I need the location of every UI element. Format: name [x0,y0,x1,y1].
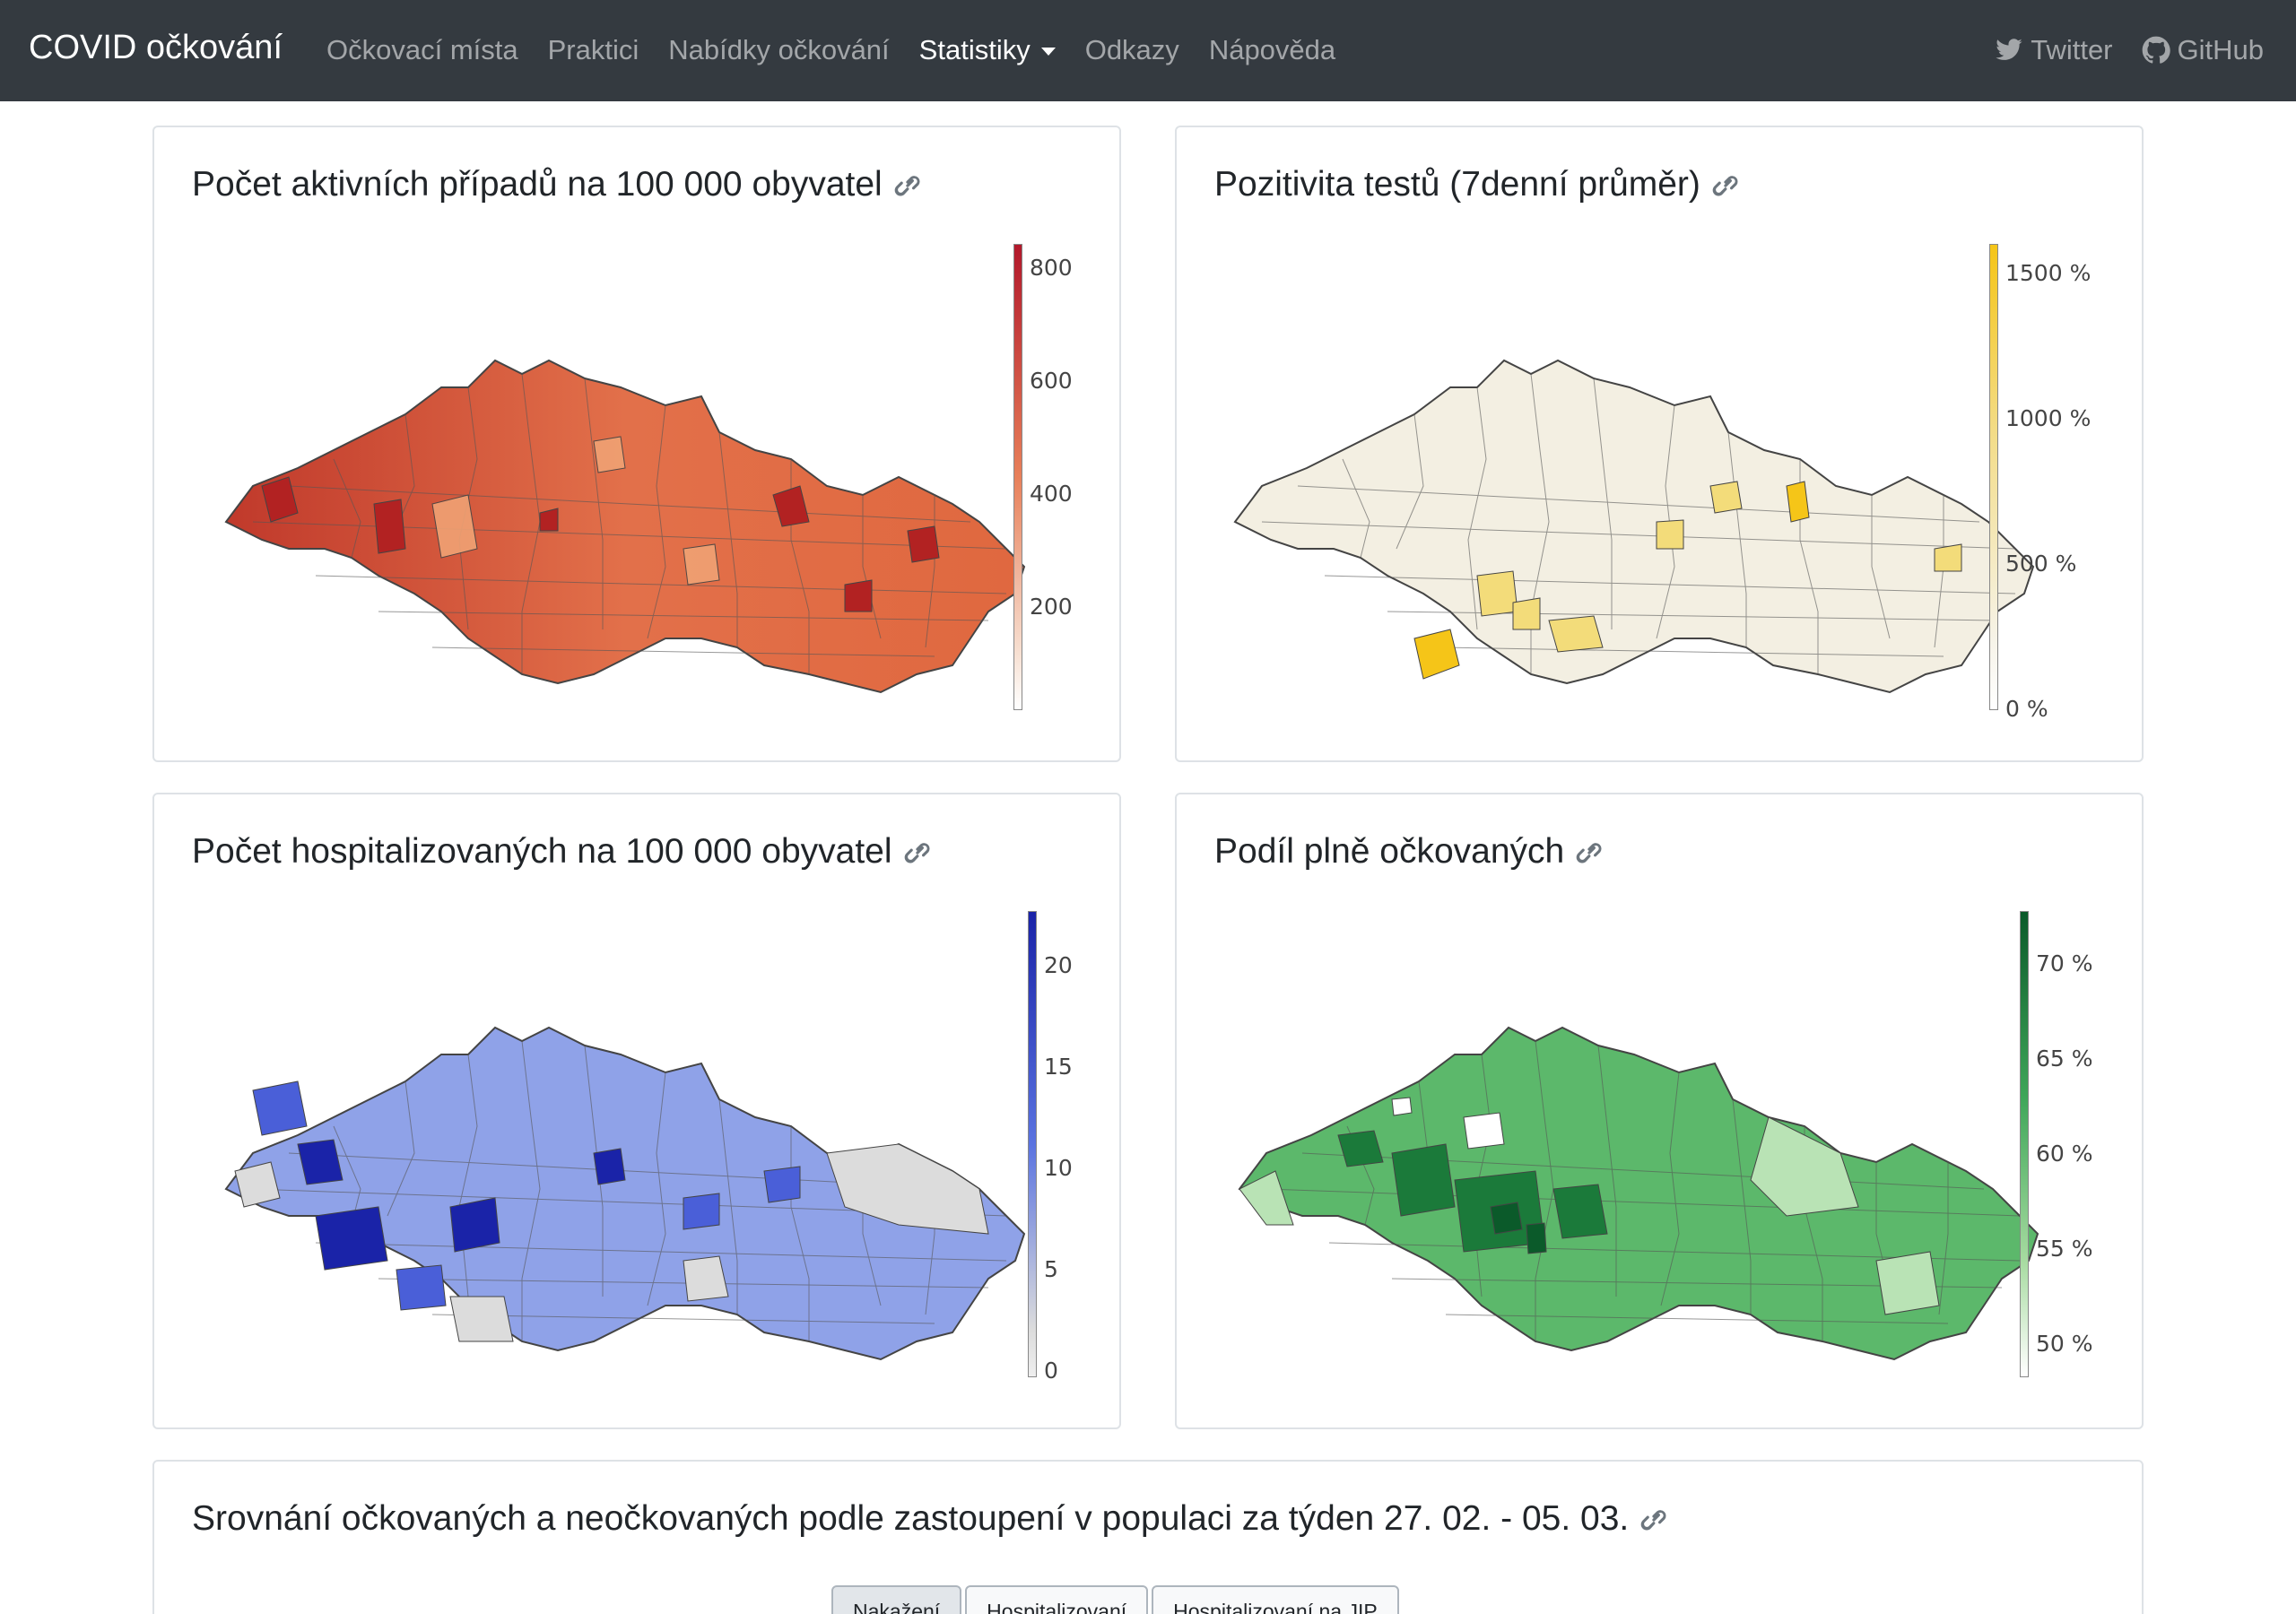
hospitalized-card: Počet hospitalizovaných na 100 000 obyva… [152,793,1121,1429]
vaccinated-colorbar [2020,911,2029,1377]
hospitalized-colorbar [1028,911,1037,1377]
link-icon[interactable] [901,835,935,869]
hospitalized-button[interactable]: Hospitalizovaní [965,1585,1149,1614]
vaccinated-title: Podíl plně očkovaných [1214,832,1565,871]
twitter-link[interactable]: Twitter [1995,34,2113,66]
hospitalized-title: Počet hospitalizovaných na 100 000 obyva… [192,832,892,871]
github-label: GitHub [2177,34,2264,65]
vaccinated-map[interactable] [1213,920,2109,1377]
colorbar-tick: 65 % [2036,1046,2093,1072]
colorbar-tick: 0 [1044,1358,1058,1384]
colorbar-tick: 55 % [2036,1236,2093,1262]
colorbar-tick: 600 [1030,368,1073,394]
colorbar-tick: 70 % [2036,950,2093,976]
colorbar-tick: 50 % [2036,1331,2093,1357]
czech-outline [224,359,1026,694]
active-cases-colorbar [1013,244,1022,710]
colorbar-tick: 15 [1044,1054,1073,1080]
colorbar-tick: 800 [1030,255,1073,281]
active-cases-card: Počet aktivních případů na 100 000 obyva… [152,126,1121,762]
colorbar-tick: 1000 % [2005,405,2092,431]
link-icon[interactable] [891,168,926,202]
nav-statistics-label: Statistiky [918,34,1031,65]
colorbar-tick: 400 [1030,481,1073,507]
card-title-container: Pozitivita testů (7denní průměr) [1214,165,1744,204]
colorbar-tick: 0 % [2005,696,2048,722]
colorbar-tick: 60 % [2036,1141,2093,1167]
active-cases-title: Počet aktivních případů na 100 000 obyva… [192,165,883,204]
link-icon[interactable] [1638,1502,1672,1536]
hospitalized-map[interactable] [199,920,1096,1377]
top-navbar: COVID očkování Očkovací místa Praktici N… [0,0,2296,101]
colorbar-tick: 1500 % [2005,260,2092,286]
positivity-card: Pozitivita testů (7denní průměr) 1500 % … [1175,126,2144,762]
colorbar-tick: 5 [1044,1256,1058,1282]
infected-button[interactable]: Nakažení [831,1585,962,1614]
colorbar-tick: 200 [1030,594,1073,620]
colorbar-tick: 20 [1044,952,1073,978]
chevron-down-icon [1040,48,1056,56]
nav-help[interactable]: Nápověda [1208,34,1336,65]
github-icon [2142,36,2170,64]
nav-links: Očkovací místa Praktici Nabídky očkování… [326,34,1365,66]
nav-vaccination-offers[interactable]: Nabídky očkování [668,34,890,65]
github-link[interactable]: GitHub [2142,34,2264,66]
nav-links-page[interactable]: Odkazy [1084,34,1179,65]
comparison-card: Srovnání očkovaných a neočkovaných podle… [152,1460,2144,1614]
icu-button[interactable]: Hospitalizovaní na JIP [1152,1585,1399,1614]
positivity-map[interactable] [1208,253,2105,710]
active-cases-map[interactable] [199,253,1096,710]
nav-social: Twitter GitHub [1966,34,2264,66]
nav-statistics-dropdown[interactable]: Statistiky [919,34,1056,66]
link-icon[interactable] [1573,835,1607,869]
vaccinated-card: Podíl plně očkovaných 70 % 65 % [1175,793,2144,1429]
twitter-label: Twitter [2031,34,2113,65]
nav-vaccination-sites[interactable]: Očkovací místa [326,34,518,65]
card-title-container: Podíl plně očkovaných [1214,832,1607,872]
nav-practitioners[interactable]: Praktici [547,34,639,65]
card-title-container: Počet hospitalizovaných na 100 000 obyva… [192,832,935,872]
link-icon[interactable] [1709,168,1744,202]
positivity-title: Pozitivita testů (7denní průměr) [1214,165,1700,204]
comparison-button-group: Nakažení Hospitalizovaní Hospitalizovaní… [831,1585,1403,1614]
twitter-icon [1996,39,2022,60]
positivity-colorbar [1989,244,1998,710]
colorbar-tick: 500 % [2005,551,2077,577]
colorbar-tick: 10 [1044,1155,1073,1181]
card-title-container: Počet aktivních případů na 100 000 obyva… [192,165,926,204]
brand-link[interactable]: COVID očkování [29,29,283,66]
comparison-title: Srovnání očkovaných a neočkovaných podle… [192,1499,1630,1538]
card-title-container: Srovnání očkovaných a neočkovaných podle… [192,1499,1672,1539]
